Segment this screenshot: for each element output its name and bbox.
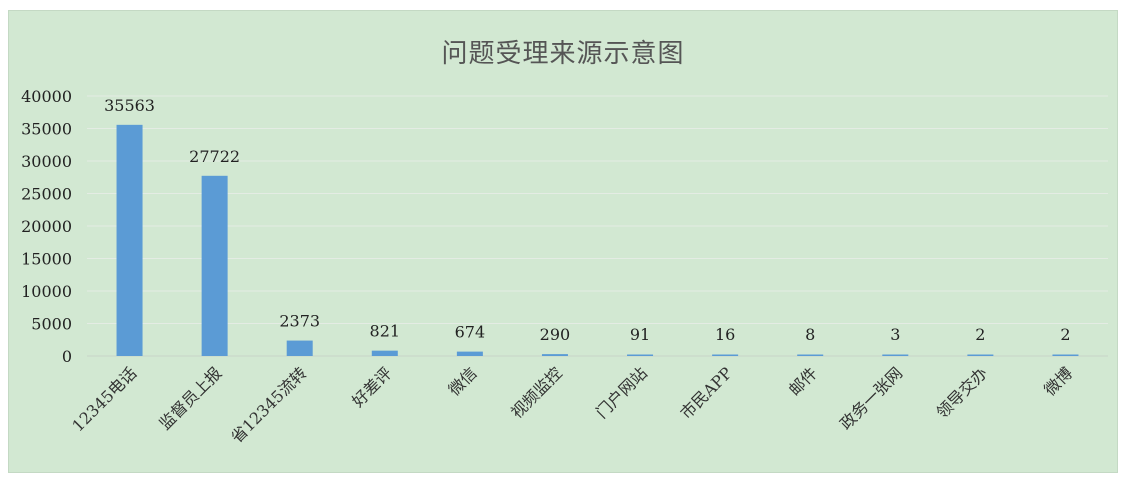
y-tick-label: 25000 (21, 185, 72, 204)
data-label: 290 (540, 325, 571, 344)
data-label: 821 (370, 322, 401, 341)
category-label: 邮件 (785, 363, 821, 399)
data-label: 16 (715, 325, 735, 344)
data-label: 2 (1060, 325, 1070, 344)
y-tick-label: 5000 (31, 315, 72, 334)
data-label: 8 (805, 325, 815, 344)
bar (541, 354, 568, 356)
data-label: 91 (630, 325, 650, 344)
bar (201, 175, 228, 356)
y-tick-label: 40000 (21, 87, 72, 106)
bar (882, 354, 909, 356)
y-tick-label: 0 (62, 347, 72, 366)
y-tick-label: 30000 (21, 152, 72, 171)
category-label: 市民APP (676, 363, 736, 423)
chart-title: 问题受理来源示意图 (441, 39, 685, 69)
data-label: 2373 (279, 312, 320, 331)
data-label: 674 (455, 323, 486, 342)
category-label: 12345电话 (68, 363, 140, 435)
bar (712, 354, 739, 356)
category-label: 好差评 (348, 363, 395, 410)
bar (116, 124, 143, 356)
bar (627, 354, 654, 356)
bar (456, 351, 483, 356)
category-label: 微博 (1040, 363, 1076, 399)
data-label: 2 (975, 325, 985, 344)
category-label: 门户网站 (592, 363, 651, 422)
category-label: 省12345流转 (227, 363, 310, 446)
y-tick-label: 10000 (21, 282, 72, 301)
category-label: 领导交办 (933, 363, 992, 422)
category-label: 政务一张网 (836, 363, 906, 433)
bar (967, 354, 994, 356)
y-tick-label: 20000 (21, 217, 72, 236)
data-label: 27722 (189, 147, 240, 166)
bar (797, 354, 824, 356)
bar (286, 340, 313, 356)
data-label: 35563 (104, 96, 155, 115)
category-label: 微信 (445, 363, 481, 399)
bar (371, 350, 398, 356)
category-label: 视频监控 (507, 363, 566, 422)
data-label: 3 (890, 325, 900, 344)
y-tick-label: 35000 (21, 120, 72, 139)
chart-area: 问题受理来源示意图 (8, 10, 1118, 473)
category-label: 监督员上报 (155, 363, 225, 433)
bar (1052, 354, 1079, 356)
y-tick-label: 15000 (21, 250, 72, 269)
